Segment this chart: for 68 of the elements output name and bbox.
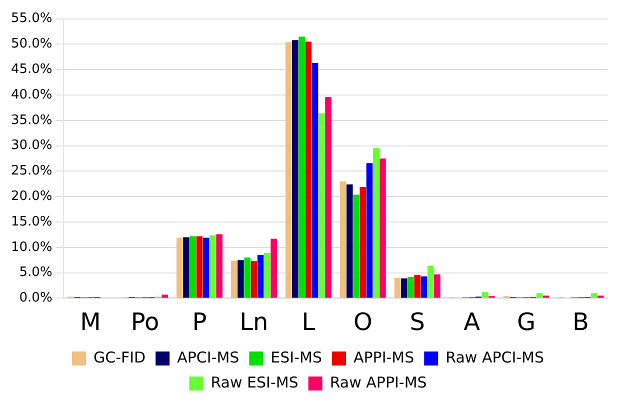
x-tick-label: G	[516, 308, 536, 336]
bar	[292, 40, 298, 298]
bar	[202, 238, 210, 298]
bar	[183, 237, 190, 298]
bar	[216, 234, 222, 298]
bar	[210, 235, 216, 298]
legend-label: APCI-MS	[177, 348, 240, 366]
y-tick-label: 20.0%	[10, 188, 52, 204]
bar	[285, 42, 292, 298]
y-tick-label: 55.0%	[10, 11, 52, 26]
bar	[312, 62, 318, 298]
bar	[394, 278, 401, 298]
legend-label: APPI-MS	[353, 348, 414, 366]
bar	[238, 260, 244, 298]
x-tick-label: P	[192, 308, 207, 336]
bar	[380, 158, 386, 298]
bar	[264, 252, 270, 298]
bar	[434, 274, 440, 298]
legend-label: Raw APCI-MS	[446, 348, 544, 366]
x-tick-label: O	[353, 308, 372, 336]
legend-label: GC-FID	[93, 348, 146, 366]
bar	[590, 293, 598, 298]
bar	[408, 276, 414, 298]
bar	[482, 292, 488, 298]
bar	[414, 274, 420, 298]
x-tick-label: B	[572, 308, 589, 336]
x-tick-label: M	[80, 308, 101, 336]
bar	[257, 255, 264, 298]
bar	[427, 266, 434, 298]
y-tick-label: 0.0%	[19, 290, 52, 306]
bar	[372, 148, 380, 298]
bar	[298, 36, 305, 298]
bar	[196, 236, 203, 298]
bar	[536, 293, 543, 298]
legend-label: ESI-MS	[270, 348, 322, 366]
bar	[360, 186, 366, 298]
legend-label: Raw ESI-MS	[210, 373, 298, 392]
bar	[353, 194, 360, 298]
bar	[244, 258, 250, 298]
x-tick-label: Po	[130, 308, 160, 336]
y-tick-label: 25.0%	[10, 164, 52, 179]
y-tick-label: 30.0%	[10, 138, 52, 154]
y-tick-label: 15.0%	[10, 214, 52, 230]
bar	[230, 260, 238, 298]
y-tick-label: 35.0%	[10, 112, 52, 128]
bar	[162, 294, 168, 298]
bar	[305, 42, 312, 298]
y-tick-label: 5.0%	[19, 265, 52, 280]
bar	[270, 238, 277, 298]
bar	[176, 238, 183, 298]
x-tick-label: S	[410, 308, 425, 336]
legend-label: Raw APPI-MS	[330, 373, 427, 392]
x-tick-label: A	[464, 308, 481, 336]
bar	[346, 184, 353, 298]
y-tick-label: 40.0%	[10, 87, 52, 102]
bar	[420, 276, 428, 298]
bar	[400, 278, 408, 298]
bar	[190, 236, 196, 298]
y-tick-label: 10.0%	[10, 240, 52, 255]
bar	[366, 163, 373, 298]
bar	[325, 97, 332, 298]
y-tick-label: 45.0%	[10, 62, 52, 77]
bar	[318, 113, 325, 298]
x-tick-label: L	[302, 308, 316, 336]
bar	[250, 261, 258, 298]
x-tick-label: Ln	[240, 308, 268, 336]
bar	[340, 181, 346, 298]
y-tick-label: 50.0%	[10, 36, 52, 52]
